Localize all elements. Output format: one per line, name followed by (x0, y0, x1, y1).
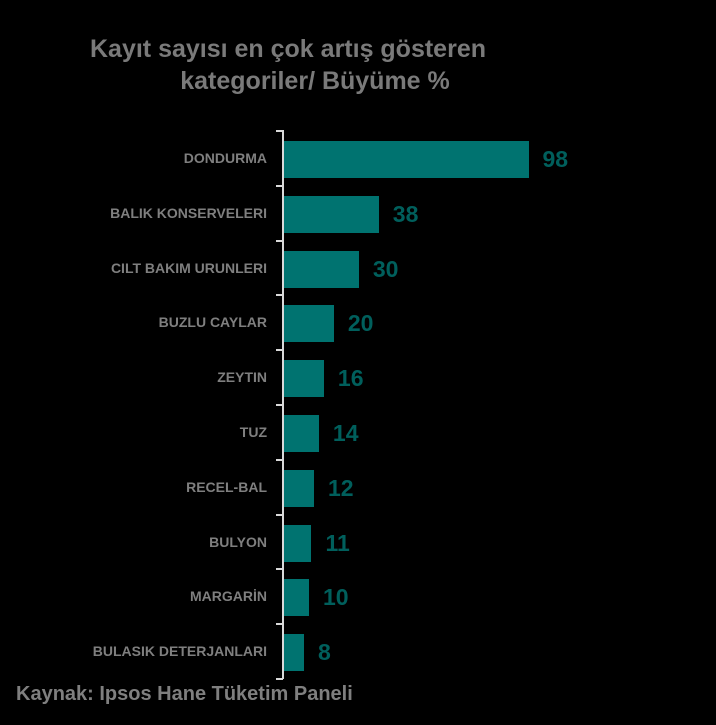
value-label: 38 (392, 200, 419, 227)
bar-row: BULASIK DETERJANLARI 8 (0, 624, 716, 679)
bar (284, 469, 314, 507)
axis-tick (276, 184, 283, 187)
category-label: BULYON (209, 533, 267, 550)
bar (284, 415, 319, 452)
bar-row: RECEL-BAL 12 (0, 460, 716, 515)
value-label: 11 (325, 529, 350, 556)
bar-row: MARGARİN 10 (0, 569, 716, 624)
category-label: MARGARİN (190, 588, 267, 605)
category-label: BUZLU CAYLAR (158, 314, 267, 331)
axis-tick (276, 568, 283, 571)
chart-title: Kayıt sayısı en çok artış gösteren kateg… (0, 33, 716, 97)
axis-tick (276, 404, 283, 406)
category-label: BALIK KONSERVELERI (110, 204, 267, 221)
axis-tick (276, 349, 283, 352)
value-label: 16 (337, 365, 364, 392)
axis-tick (276, 678, 283, 680)
category-label: BULASIK DETERJANLARI (92, 643, 267, 660)
bar-row: DONDURMA 98 (0, 131, 716, 186)
category-label: RECEL-BAL (186, 478, 267, 495)
bar-row: BUZLU CAYLAR 20 (0, 295, 716, 350)
value-label: 8 (317, 639, 331, 666)
bar (284, 360, 324, 398)
category-label: TUZ (239, 424, 267, 440)
chart-title-line1: Kayıt sayısı en çok artış gösteren (89, 35, 486, 63)
axis-tick (276, 239, 283, 242)
axis-tick (276, 130, 283, 132)
value-label: 98 (542, 146, 569, 172)
category-label: DONDURMA (183, 150, 267, 166)
bar (284, 250, 359, 288)
bar-row: BULYON 11 (0, 515, 716, 570)
value-label: 30 (372, 255, 399, 282)
bar-row: ZEYTIN 16 (0, 350, 716, 405)
chart-title-line2: kategoriler/ Büyüme % (180, 67, 450, 95)
bar-row: BALIK KONSERVELERI 38 (0, 186, 716, 241)
category-label: ZEYTIN (217, 369, 267, 386)
bar (284, 305, 334, 343)
bar (284, 524, 312, 562)
bar-row: CILT BAKIM URUNLERI 30 (0, 241, 716, 296)
source-note: Kaynak: Ipsos Hane Tüketim Paneli (16, 683, 353, 705)
axis-tick (276, 623, 283, 626)
category-label: CILT BAKIM URUNLERI (110, 259, 267, 276)
bar (284, 634, 304, 672)
value-label: 20 (347, 310, 374, 337)
category-axis (282, 130, 284, 679)
value-label: 10 (322, 584, 349, 611)
bar (284, 579, 309, 617)
axis-tick (276, 458, 283, 461)
bar (284, 195, 379, 233)
value-label: 14 (332, 420, 359, 446)
value-label: 12 (327, 474, 354, 501)
bar (284, 141, 529, 178)
axis-tick (276, 513, 283, 516)
bar-row: TUZ 14 (0, 405, 716, 460)
axis-tick (276, 294, 283, 297)
